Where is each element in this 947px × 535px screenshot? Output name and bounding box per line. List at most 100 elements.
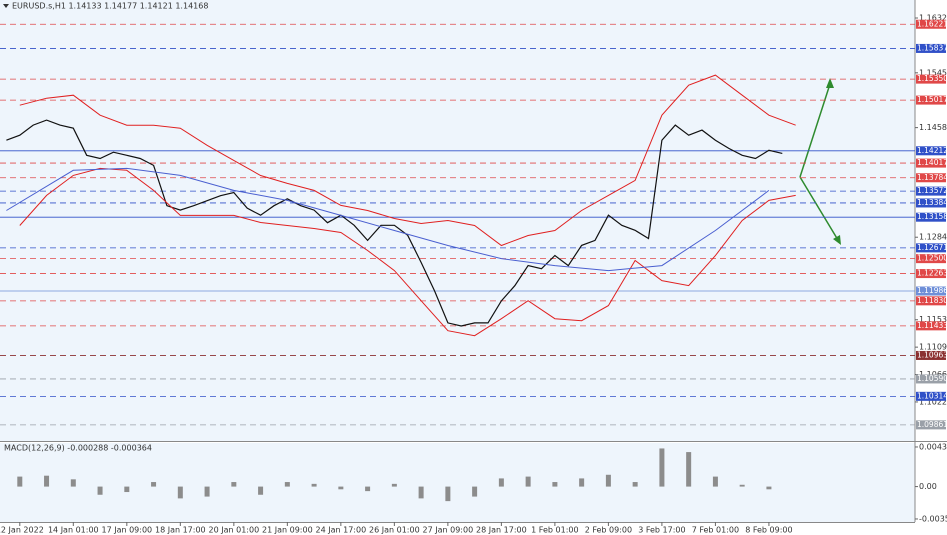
level-label: 1.12671 (917, 243, 947, 252)
price-line (19, 167, 796, 337)
arrow-head (826, 78, 834, 88)
histogram-bar (365, 486, 371, 492)
level-label-box (916, 296, 946, 306)
level-label-box (916, 95, 946, 105)
histogram-bar (97, 486, 103, 495)
level-label-box (916, 19, 946, 29)
histogram-bar (686, 452, 692, 487)
level-label-box (916, 74, 946, 84)
level-label-box (916, 321, 946, 331)
x-tick-label: 27 Jan 09:00 (423, 526, 474, 535)
level-label: 1.13572 (917, 186, 947, 195)
level-label: 1.15837 (917, 43, 947, 52)
arrow-down (799, 176, 839, 241)
level-label-box (916, 420, 946, 430)
level-label-box (916, 43, 946, 53)
x-tick-label: 28 Jan 17:00 (476, 526, 527, 535)
histogram-bar (418, 486, 424, 499)
level-label: 1.13384 (917, 198, 947, 207)
chart-title: EURUSD.s,H1 1.14133 1.14177 1.14121 1.14… (12, 2, 208, 11)
histogram-bar (472, 486, 478, 497)
histogram-bar (552, 482, 558, 487)
arrow-head (833, 235, 841, 245)
level-label-box (916, 286, 946, 296)
price-line (6, 167, 770, 272)
level-label: 1.11830 (917, 296, 947, 305)
macd-title: MACD(12,26,9) -0.000288 -0.000364 (4, 444, 152, 453)
histogram-bar (525, 476, 531, 487)
histogram-bar (311, 483, 317, 487)
arrow-up (799, 83, 831, 178)
level-label: 1.10963 (917, 350, 947, 359)
forecast-arrows (799, 78, 841, 245)
level-label: 1.12263 (917, 269, 947, 278)
level-label-box (916, 158, 946, 168)
histogram-bar (766, 486, 772, 490)
histogram-bar (632, 482, 638, 487)
level-label: 1.09861 (917, 420, 947, 429)
histogram-bar (712, 476, 718, 487)
x-tick-label: 17 Jan 09:00 (101, 526, 152, 535)
level-label-box (916, 391, 946, 401)
histogram-bar (177, 486, 183, 499)
price-panel (0, 0, 915, 441)
menu-triangle[interactable] (3, 4, 9, 8)
histogram-bar (605, 474, 611, 487)
x-tick-label: 14 Jan 01:00 (48, 526, 99, 535)
level-label: 1.14212 (917, 146, 947, 155)
level-label: 1.14017 (917, 158, 947, 167)
level-label: 1.10314 (917, 391, 947, 400)
level-label: 1.13158 (917, 212, 947, 221)
histogram-bar (70, 479, 76, 487)
x-tick-label: 26 Jan 01:00 (369, 526, 420, 535)
y-tick-label: 1.10225 (919, 397, 947, 406)
histogram-bar (338, 486, 344, 490)
y-tick-label: 1.15450 (919, 68, 947, 77)
histogram-bar (739, 484, 745, 487)
histogram-bar (391, 483, 397, 487)
level-label-box (916, 350, 946, 360)
y-tick-label: 1.14580 (919, 123, 947, 132)
y-tick-label: 1.11095 (919, 343, 947, 352)
x-tick-label: 7 Feb 01:00 (692, 526, 739, 535)
level-label-box (916, 374, 946, 384)
histogram-bar (44, 475, 50, 487)
level-label-box (916, 212, 946, 222)
level-label: 1.13784 (917, 173, 947, 182)
y-tick-label: 1.16320 (919, 14, 947, 23)
price-line (6, 119, 783, 327)
histogram-bar (579, 478, 585, 487)
level-label: 1.16221 (917, 19, 947, 28)
x-tick-label: 8 Feb 09:00 (745, 526, 792, 535)
macd-panel (0, 443, 915, 522)
histogram-bar (151, 482, 157, 487)
x-tick-label: 3 Feb 17:00 (638, 526, 685, 535)
histogram-bar (204, 486, 210, 497)
level-label-box (916, 146, 946, 156)
histogram-bar (498, 478, 504, 487)
x-tick-label: 12 Jan 2022 (0, 526, 44, 535)
x-tick-label: 21 Jan 09:00 (262, 526, 313, 535)
y-tick-label: -0.003566 (919, 514, 947, 523)
histogram-bar (258, 486, 264, 495)
x-tick-label: 1 Feb 01:00 (531, 526, 578, 535)
x-tick-label: 18 Jan 17:00 (155, 526, 206, 535)
level-label: 1.15017 (917, 95, 947, 104)
histogram-bar (124, 486, 130, 493)
level-label: 1.12500 (917, 254, 947, 263)
price-line (19, 74, 796, 247)
histogram-bar (231, 482, 237, 487)
level-label-box (916, 254, 946, 264)
histogram-bar (659, 448, 665, 487)
level-label-box (916, 269, 946, 279)
level-label-box (916, 186, 946, 196)
x-tick-label: 24 Jan 17:00 (316, 526, 367, 535)
level-label: 1.11433 (917, 321, 947, 330)
level-label-box (916, 198, 946, 208)
y-tick-label: 0.00 (919, 482, 937, 491)
plot-layer: 1.16320 1.15450 1.14580 1.12840 1.11530 1.110… (0, 14, 947, 535)
level-label: 1.11986 (917, 286, 947, 295)
y-tick-label: 1.12840 (919, 233, 947, 242)
